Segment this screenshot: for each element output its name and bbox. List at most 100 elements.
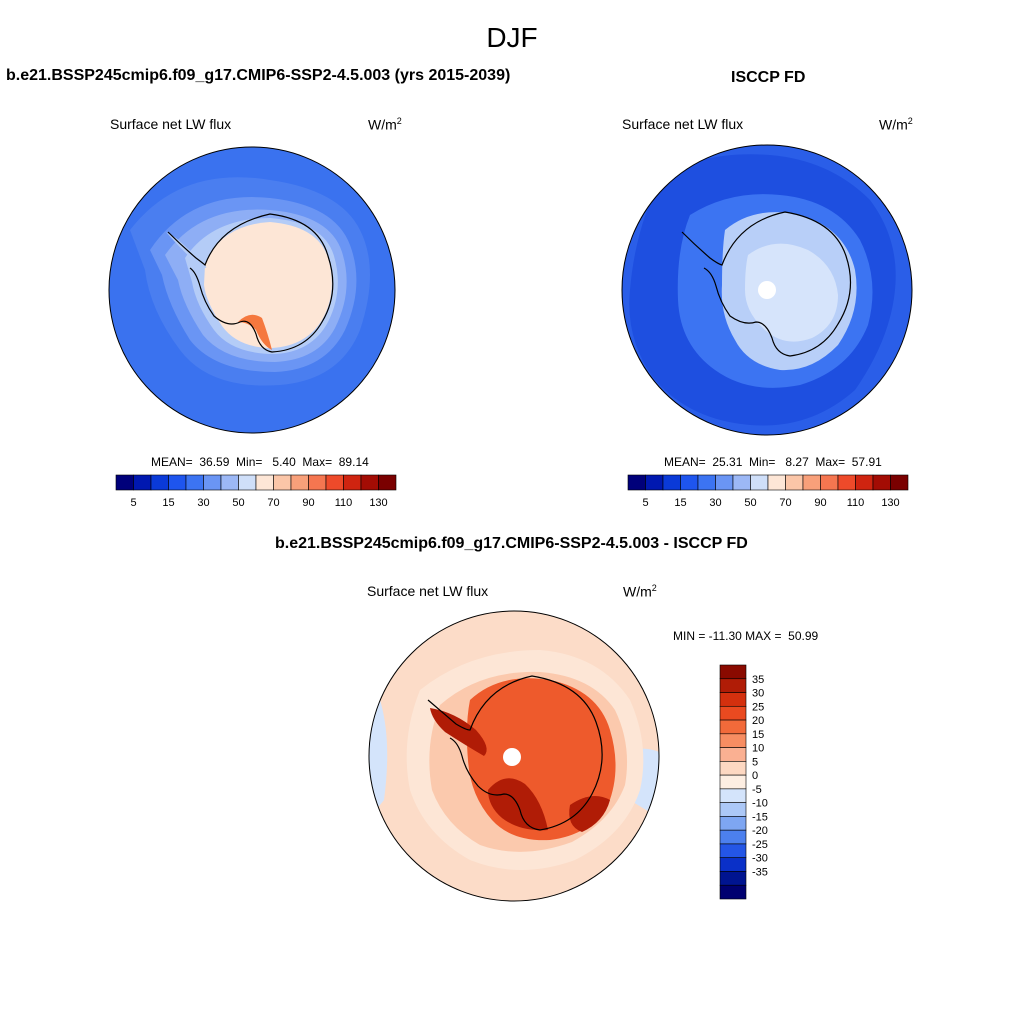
map-2-coastline <box>681 211 852 357</box>
colorbar-tick-label: 35 <box>752 674 764 686</box>
colorbar-tick-label: -20 <box>752 825 768 837</box>
colorbar-box <box>719 829 747 845</box>
map-1-antarctica <box>204 222 332 348</box>
panel-3-stats: MIN = -11.30 MAX = 50.99 <box>673 629 819 643</box>
colorbar-box <box>785 474 804 491</box>
colorbar-box <box>719 788 747 803</box>
main-title: DJF <box>486 22 538 53</box>
panel-1-title: b.e21.BSSP245cmip6.f09_g17.CMIP6-SSP2-4.… <box>6 67 511 84</box>
colorbar-tick-label: 90 <box>302 497 314 509</box>
colorbar-box <box>185 474 204 491</box>
colorbar-tick-label: 5 <box>642 497 648 509</box>
colorbar-box <box>719 884 747 900</box>
colorbar-tick-label: 50 <box>744 497 756 509</box>
colorbar-tick-label: 20 <box>752 715 764 727</box>
colorbar-box <box>719 719 747 735</box>
colorbar-box <box>150 474 169 491</box>
colorbar-tick-label: -5 <box>752 784 762 796</box>
map-3-antarctica-high <box>430 708 487 756</box>
colorbar-tick-label: 10 <box>752 743 764 755</box>
colorbar-box <box>719 843 747 859</box>
colorbar-tick-label: 25 <box>752 701 764 713</box>
colorbar-box <box>719 747 747 762</box>
colorbar-box <box>719 664 747 680</box>
panel-1-stats: MEAN= 36.59 Min= 5.40 Max= 89.14 <box>151 455 369 469</box>
map-3-pole-missing <box>503 748 521 766</box>
map-2-pole-missing <box>758 281 776 299</box>
colorbar-tick-label: 15 <box>752 729 764 741</box>
colorbar-box <box>680 474 699 491</box>
colorbar-tick-label: 0 <box>752 770 758 782</box>
colorbar-box <box>133 474 152 491</box>
colorbar-tick-label: 5 <box>752 756 758 768</box>
colorbar-box <box>750 474 769 491</box>
panel-2-stats: MEAN= 25.31 Min= 8.27 Max= 57.91 <box>664 455 882 469</box>
panel-2-variable: Surface net LW flux <box>622 116 744 132</box>
colorbar-box <box>238 474 257 491</box>
colorbar-box <box>719 733 747 748</box>
map-1-coastline <box>167 213 334 353</box>
map-3-ocean-negative <box>369 700 388 830</box>
colorbar-1: 5 15 30 50 70 90 110 130 <box>115 474 397 509</box>
colorbar-tick-label: -35 <box>752 866 768 878</box>
colorbar-box <box>273 474 292 491</box>
panel-3-units: W/m2 <box>623 583 657 600</box>
panel-1-variable: Surface net LW flux <box>110 116 232 132</box>
colorbar-box <box>719 802 747 817</box>
colorbar-tick-label: 30 <box>752 688 764 700</box>
colorbar-tick-label: -30 <box>752 853 768 865</box>
colorbar-tick-label: 110 <box>335 497 353 509</box>
colorbar-box <box>855 474 874 491</box>
colorbar-box <box>255 474 274 491</box>
colorbar-box <box>290 474 309 491</box>
colorbar-box <box>719 774 747 790</box>
map-3-coastline <box>427 675 603 831</box>
panel-2-title: ISCCP FD <box>731 69 806 86</box>
colorbar-box <box>837 474 856 491</box>
colorbar-box <box>168 474 187 491</box>
colorbar-box <box>719 678 747 693</box>
map-2-interior <box>745 243 838 342</box>
colorbar-tick-label: 130 <box>881 497 899 509</box>
colorbar-box <box>719 871 747 886</box>
colorbar-box <box>719 816 747 831</box>
colorbar-box <box>360 474 379 491</box>
colorbar-box <box>767 474 786 491</box>
colorbar-tick-label: 90 <box>814 497 826 509</box>
colorbar-box <box>890 474 909 491</box>
map-1 <box>108 146 396 434</box>
colorbar-tick-label: 50 <box>232 497 244 509</box>
map-3 <box>368 610 660 902</box>
colorbar-box <box>203 474 222 491</box>
colorbar-tick-label: 110 <box>847 497 865 509</box>
colorbar-box <box>732 474 751 491</box>
colorbar-box <box>715 474 734 491</box>
panel-3-title: b.e21.BSSP245cmip6.f09_g17.CMIP6-SSP2-4.… <box>275 535 748 552</box>
colorbar-tick-label: 30 <box>709 497 721 509</box>
colorbar-box <box>872 474 891 491</box>
colorbar-box <box>627 474 646 491</box>
colorbar-tick-label: -10 <box>752 798 768 810</box>
colorbar-box <box>325 474 344 491</box>
colorbar-tick-label: -25 <box>752 839 768 851</box>
colorbar-box <box>308 474 327 491</box>
colorbar-box <box>719 857 747 872</box>
colorbar-box <box>220 474 239 491</box>
colorbar-box <box>719 761 747 776</box>
colorbar-tick-label: -15 <box>752 811 768 823</box>
colorbar-box <box>719 705 747 721</box>
panel-2-units: W/m2 <box>879 116 913 133</box>
colorbar-tick-label: 70 <box>267 497 279 509</box>
panel-1-units: W/m2 <box>368 116 402 133</box>
colorbar-tick-label: 70 <box>779 497 791 509</box>
map-1-peninsula-edge <box>238 314 272 350</box>
colorbar-tick-label: 5 <box>130 497 136 509</box>
colorbar-box <box>802 474 821 491</box>
colorbar-box <box>820 474 839 491</box>
colorbar-box <box>662 474 681 491</box>
colorbar-box <box>697 474 716 491</box>
colorbar-box <box>645 474 664 491</box>
colorbar-box <box>378 474 397 491</box>
